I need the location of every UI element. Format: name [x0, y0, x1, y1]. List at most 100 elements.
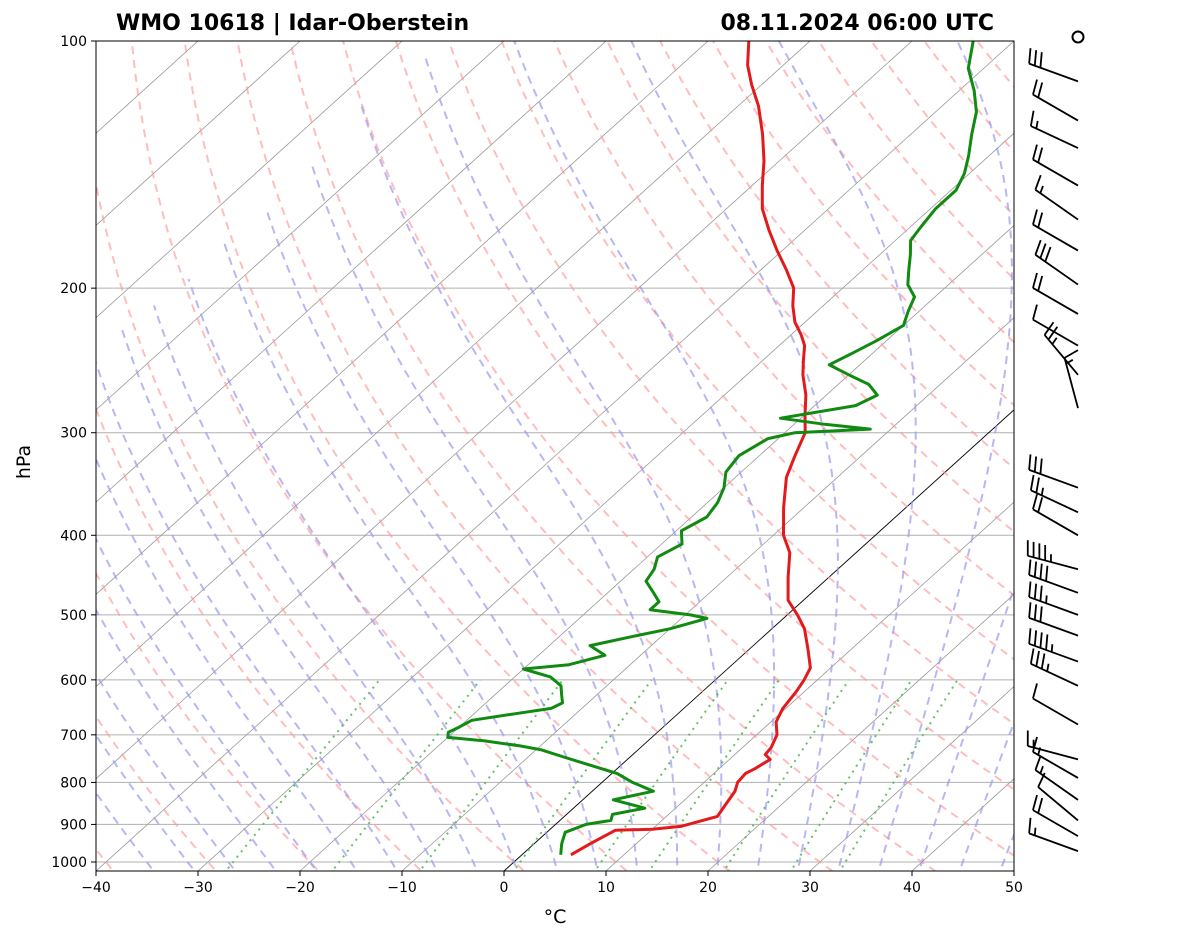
- calm-wind-circle: [1071, 30, 1085, 44]
- wind-barb-feather: [1037, 497, 1044, 513]
- wind-barb-feather: [1037, 772, 1046, 788]
- moist-adiabat-line: [187, 278, 519, 871]
- wind-barb-feather: [1029, 110, 1035, 127]
- y-tick-label: 500: [60, 608, 87, 624]
- wind-barb-shaft: [1032, 287, 1079, 315]
- wind-barb-half-feather: [1037, 747, 1042, 756]
- dry-adiabat-line: [1120, 23, 1181, 880]
- wind-barb-feather: [1035, 477, 1040, 493]
- wind-barb-feather: [1033, 604, 1038, 620]
- wind-barb-shaft: [1027, 745, 1079, 761]
- mixing-ratio-line: [418, 679, 564, 871]
- wind-barb-feather: [1032, 144, 1038, 160]
- wind-barb-shaft: [1030, 125, 1079, 149]
- wind-barb-feather: [1034, 174, 1042, 191]
- x-tick-label: −40: [81, 880, 111, 896]
- wind-barb-feather: [1043, 321, 1055, 336]
- wind-barb-feather: [1032, 794, 1038, 811]
- wind-barb-shaft: [1028, 642, 1079, 663]
- y-axis-ticks: 100 200 300 400 500 600 700 800 900 1000: [51, 34, 96, 871]
- wind-barb: [1032, 272, 1079, 315]
- wind-barb-feather: [1028, 628, 1032, 644]
- x-tick-label: −10: [387, 880, 417, 896]
- y-tick-label: 800: [60, 775, 87, 791]
- dry-adiabat-line: [1067, 23, 1181, 880]
- thermo-background-lines: [96, 23, 1181, 880]
- wind-barb-feather: [1028, 454, 1032, 470]
- x-axis-label: °C: [544, 906, 567, 928]
- wind-barb-feather: [1039, 458, 1043, 475]
- wind-barb-feather: [1037, 147, 1044, 163]
- moist-adiabat-line: [96, 536, 318, 871]
- dry-adiabat-line: [870, 41, 1014, 218]
- moist-adiabat-line: [778, 41, 917, 871]
- wind-barb: [1029, 110, 1079, 149]
- plot-frame: [95, 40, 1015, 872]
- wind-barb-feather: [1028, 581, 1032, 598]
- wind-barb-feather: [1033, 50, 1038, 66]
- x-tick-label: −20: [285, 880, 315, 896]
- wind-barb: [1028, 628, 1079, 663]
- wind-barb-half-feather: [1039, 765, 1044, 774]
- moist-adiabat-line: [265, 208, 599, 871]
- wind-barb-shaft: [1028, 832, 1079, 852]
- wind-barb: [1032, 683, 1079, 726]
- moist-adiabat-line: [360, 105, 679, 871]
- wind-barb-feather: [1037, 797, 1044, 814]
- wind-barb-feather: [1029, 648, 1035, 664]
- moist-adiabat-line: [153, 305, 479, 871]
- wind-barb: [1037, 772, 1079, 822]
- dry-adiabat-line: [658, 41, 1014, 470]
- dry-adiabat-line: [342, 41, 1014, 857]
- wind-barb-shaft: [1027, 554, 1079, 571]
- moist-adiabat-line: [958, 719, 1014, 871]
- wind-barb-shaft: [1030, 489, 1079, 514]
- wind-barb-feather: [1037, 212, 1044, 228]
- wind-barb-feather: [1045, 634, 1049, 651]
- wind-barb: [1032, 144, 1079, 187]
- moist-adiabat-line: [999, 831, 1014, 871]
- wind-barb-feather: [1032, 494, 1038, 510]
- moist-adiabat-line: [424, 58, 723, 871]
- wind-barb-feather: [1039, 563, 1043, 580]
- mixing-ratio-line: [224, 679, 381, 871]
- wind-barb: [1028, 454, 1079, 489]
- moist-adiabat-line: [96, 360, 399, 871]
- dry-adiabat-line: [1015, 23, 1181, 880]
- wind-barb-feather: [1033, 456, 1038, 473]
- wind-barb-feather: [1037, 275, 1044, 292]
- wind-barb: [1032, 79, 1079, 122]
- moist-adiabat-line: [630, 41, 839, 871]
- wind-barb: [1032, 494, 1079, 537]
- wind-barb-shaft: [1028, 62, 1079, 83]
- wind-barb-shaft: [1043, 334, 1079, 376]
- wind-barb: [1071, 30, 1085, 44]
- wind-barb-feather: [1039, 632, 1043, 648]
- moist-adiabat-line: [96, 456, 359, 871]
- y-tick-label: 400: [60, 528, 87, 544]
- y-tick-label: 300: [60, 426, 87, 442]
- wind-barb-feather: [1039, 243, 1047, 259]
- wind-barb-feather: [1044, 246, 1052, 262]
- wind-barb-shaft: [1032, 809, 1079, 837]
- dry-adiabat-line: [96, 178, 526, 871]
- x-tick-label: −30: [183, 880, 213, 896]
- moist-adiabat-line: [96, 607, 278, 871]
- y-tick-label: 700: [60, 728, 87, 744]
- sounding-profiles: [446, 41, 978, 857]
- isotherm-line: [96, 41, 913, 780]
- wind-barb-feather: [1028, 48, 1032, 64]
- wind-barb: [1032, 794, 1079, 837]
- wind-barb-half-feather: [1033, 827, 1037, 836]
- y-axis-label: hPa: [13, 445, 35, 479]
- mixing-ratio-line: [331, 679, 482, 871]
- wind-barb-panel: [1026, 30, 1085, 852]
- dry-adiabat-line: [289, 41, 937, 871]
- mixing-ratio-line: [512, 679, 653, 871]
- wind-barb: [1043, 321, 1079, 376]
- y-tick-label: 200: [60, 281, 87, 297]
- wind-barb-shaft: [1034, 769, 1079, 801]
- moist-adiabat-line: [917, 584, 1014, 871]
- wind-barb-feather: [1039, 52, 1043, 68]
- isotherm-line: [1013, 870, 1014, 871]
